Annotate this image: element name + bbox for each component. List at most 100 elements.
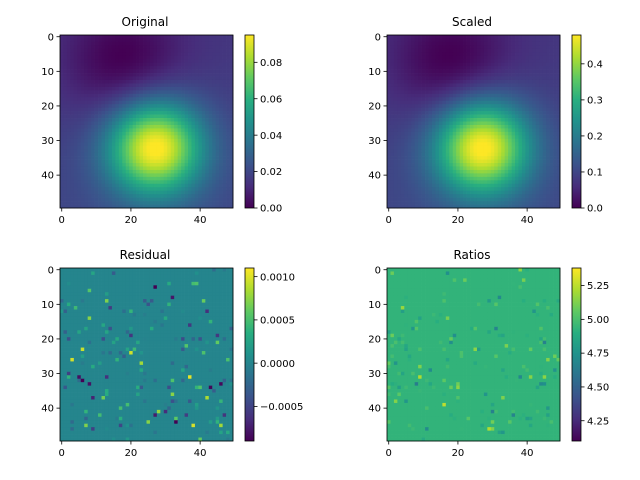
heatmap-cell <box>146 97 151 102</box>
heatmap-cell <box>177 35 182 39</box>
heatmap-cell <box>66 118 71 122</box>
heatmap-cell <box>428 41 433 46</box>
heatmap-cell <box>532 183 537 188</box>
heatmap-cell <box>63 35 68 39</box>
heatmap-cell <box>77 149 82 153</box>
heatmap-cell <box>91 79 95 84</box>
heatmap-cell <box>542 90 547 95</box>
heatmap-cell <box>177 187 182 192</box>
heatmap-cell <box>226 138 230 143</box>
heatmap-cell <box>428 52 433 57</box>
heatmap-cell <box>418 76 422 81</box>
heatmap-cell <box>549 107 554 112</box>
heatmap-cell <box>518 190 523 195</box>
heatmap-cell <box>91 59 95 64</box>
heatmap-cell <box>418 166 422 171</box>
heatmap-cell <box>459 79 464 84</box>
heatmap-cell <box>149 149 154 153</box>
heatmap-cell <box>497 142 502 147</box>
heatmap-cell <box>494 48 499 53</box>
heatmap-cell <box>91 124 95 129</box>
heatmap-cell <box>431 107 436 112</box>
heatmap-cell <box>504 149 509 153</box>
heatmap-cell <box>219 59 223 64</box>
heatmap-cell <box>191 118 196 122</box>
heatmap-cell <box>163 149 168 153</box>
heatmap-cell <box>480 79 485 84</box>
heatmap-cell <box>136 97 140 102</box>
heatmap-cell <box>87 131 92 136</box>
heatmap-cell <box>208 97 213 102</box>
heatmap-cell <box>139 76 144 81</box>
heatmap-cell <box>490 145 495 150</box>
heatmap-cell <box>94 135 99 140</box>
heatmap-cell <box>556 131 561 136</box>
heatmap-cell <box>205 142 210 147</box>
heatmap-cell <box>156 152 161 157</box>
heatmap-cell <box>532 100 537 105</box>
heatmap-cell <box>456 135 461 140</box>
y-tick-label: 0 <box>48 32 54 43</box>
heatmap-cell <box>463 59 467 64</box>
heatmap-cell <box>139 97 144 102</box>
heatmap-cell <box>129 55 134 60</box>
heatmap-cell <box>104 69 109 74</box>
heatmap-cell <box>438 107 443 112</box>
heatmap-cell <box>459 149 464 153</box>
heatmap-cell <box>70 48 75 53</box>
heatmap-cell <box>463 107 467 112</box>
heatmap-cell <box>483 35 488 39</box>
heatmap-cell <box>122 176 127 181</box>
heatmap-cell <box>393 128 398 133</box>
heatmap-cell <box>222 93 227 98</box>
heatmap-cell <box>229 159 234 164</box>
heatmap-cell <box>435 176 440 181</box>
heatmap-cell <box>194 66 199 70</box>
heatmap-cell <box>163 104 168 109</box>
heatmap-cell <box>60 128 64 133</box>
heatmap-cell <box>163 204 168 209</box>
heatmap-cell <box>205 159 210 164</box>
heatmap-cell <box>181 83 185 88</box>
heatmap-cell <box>73 159 78 164</box>
heatmap-cell <box>177 135 182 140</box>
heatmap-cell <box>98 93 102 98</box>
heatmap-cell <box>108 156 113 160</box>
heatmap-cell <box>66 194 71 198</box>
heatmap-cell <box>390 169 395 174</box>
heatmap-cell <box>188 149 192 153</box>
heatmap-cell <box>445 38 450 43</box>
heatmap-cell <box>442 173 447 178</box>
heatmap-cell <box>170 135 175 140</box>
heatmap-cell <box>539 55 544 60</box>
heatmap-cell <box>515 52 519 57</box>
heatmap-cell <box>188 73 192 77</box>
heatmap-cell <box>400 197 405 202</box>
heatmap-cell <box>149 131 154 136</box>
heatmap-cell <box>445 93 450 98</box>
heatmap-cell <box>418 145 422 150</box>
heatmap-cell <box>219 118 223 122</box>
heatmap-cell <box>497 38 502 43</box>
heatmap-cell <box>181 35 185 39</box>
heatmap-cell <box>539 190 544 195</box>
heatmap-cell <box>456 156 461 160</box>
heatmap-cell <box>125 111 130 115</box>
heatmap-cell <box>84 69 89 74</box>
heatmap-cell <box>445 201 450 205</box>
heatmap-cell <box>404 183 409 188</box>
heatmap-cell <box>149 190 154 195</box>
heatmap-cell <box>226 156 230 160</box>
heatmap-cell <box>431 138 436 143</box>
heatmap-cell <box>400 52 405 57</box>
heatmap-cell <box>215 124 220 129</box>
heatmap-cell <box>167 187 172 192</box>
heatmap-cell <box>160 201 165 205</box>
heatmap-cell <box>525 145 530 150</box>
heatmap-cell <box>108 145 113 150</box>
heatmap-cell <box>397 45 402 50</box>
heatmap-cell <box>397 131 402 136</box>
heatmap-cell <box>167 38 172 43</box>
heatmap-cell <box>449 93 454 98</box>
heatmap-cell <box>431 45 436 50</box>
